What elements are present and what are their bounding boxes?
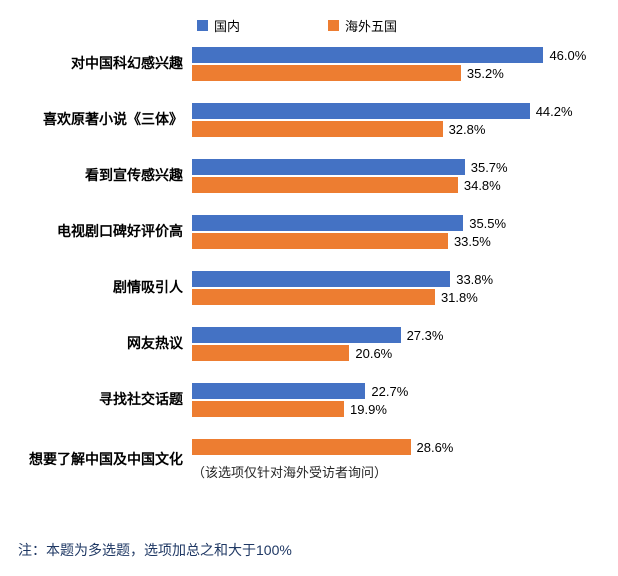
legend-swatch-domestic [197, 19, 208, 31]
chart-rows: 对中国科幻感兴趣 46.0% 35.2% 喜欢原著小说《三体》 44.2% 32.8% 看到… [0, 46, 618, 481]
bar-line: 35.2% [192, 64, 574, 82]
bar-line: 33.5% [192, 232, 574, 250]
bars-group: 33.8% 31.8% [192, 270, 574, 306]
category-label: 对中国科幻感兴趣 [71, 55, 183, 72]
bar-overseas [192, 401, 345, 417]
bars-group: 44.2% 32.8% [192, 102, 574, 138]
chart-row: 想要了解中国及中国文化 28.6% （该选项仅针对海外受访者询问） [0, 438, 618, 481]
bar-value-label: 28.6% [416, 439, 454, 455]
bar-line: 22.7% [192, 382, 574, 400]
bars-group: 22.7% 19.9% [192, 382, 574, 418]
bar-annotation: （该选项仅针对海外受访者询问） [192, 465, 388, 480]
bar-domestic [192, 271, 451, 287]
category-label: 网友热议 [127, 335, 183, 352]
legend-swatch-overseas [328, 19, 340, 31]
bar-line: 19.9% [192, 400, 574, 418]
bar-line: 31.8% [192, 288, 574, 306]
bar-value-label: 20.6% [355, 345, 393, 361]
chart-row: 喜欢原著小说《三体》 44.2% 32.8% [0, 102, 618, 138]
bar-overseas [192, 65, 461, 81]
category-label: 寻找社交话题 [99, 391, 183, 408]
chart-legend: 国内 海外五国 [0, 14, 618, 36]
bar-domestic [192, 103, 530, 119]
chart-note: 注：本题为多选题，选项加总之和大于100% [18, 542, 292, 558]
bar-line: 35.5% [192, 214, 574, 232]
bar-value-label: 19.9% [350, 401, 387, 417]
bar-line: 35.7% [192, 158, 574, 176]
bar-domestic [192, 47, 544, 63]
chart-row: 电视剧口碑好评价高 35.5% 33.5% [0, 214, 618, 250]
bars-group: 35.7% 34.8% [192, 158, 574, 194]
bars-group: 46.0% 35.2% [192, 46, 586, 82]
bar-domestic [192, 383, 366, 399]
bar-value-label: 31.8% [440, 289, 478, 305]
bar-value-label: 22.7% [371, 383, 409, 399]
bar-value-label: 27.3% [406, 327, 444, 343]
bar-value-label: 35.2% [466, 65, 504, 81]
bar-line: 46.0% [192, 46, 586, 64]
legend-item-domestic: 国内 [197, 16, 240, 35]
legend-item-overseas: 海外五国 [328, 16, 397, 35]
bar-value-label: 32.8% [448, 121, 486, 137]
bar-value-label: 46.0% [549, 47, 587, 63]
bars-group: 28.6% （该选项仅针对海外受访者询问） [192, 438, 574, 481]
bar-value-label: 33.8% [456, 271, 494, 287]
bar-overseas [192, 289, 435, 305]
bar-value-label: 44.2% [535, 103, 573, 119]
chart-row: 对中国科幻感兴趣 46.0% 35.2% [0, 46, 618, 82]
bar-overseas [192, 439, 411, 455]
bars-group: 27.3% 20.6% [192, 326, 574, 362]
bar-overseas [192, 121, 443, 137]
bar-domestic [192, 215, 464, 231]
bars-group: 35.5% 33.5% [192, 214, 574, 250]
legend-label-overseas: 海外五国 [345, 18, 398, 34]
category-label: 电视剧口碑好评价高 [57, 223, 183, 240]
bar-domestic [192, 159, 465, 175]
chart-row: 网友热议 27.3% 20.6% [0, 326, 618, 362]
bar-line: 33.8% [192, 270, 574, 288]
bar-line: 28.6% [192, 438, 574, 456]
bar-line: 34.8% [192, 176, 574, 194]
bar-line: 44.2% [192, 102, 574, 120]
category-label: 喜欢原著小说《三体》 [43, 111, 183, 128]
bar-domestic [192, 327, 401, 343]
category-label: 想要了解中国及中国文化 [29, 450, 183, 467]
category-label: 看到宣传感兴趣 [85, 167, 183, 184]
chart-row: 寻找社交话题 22.7% 19.9% [0, 382, 618, 418]
bar-value-label: 34.8% [463, 177, 501, 193]
category-label: 剧情吸引人 [113, 279, 183, 296]
legend-label-domestic: 国内 [214, 18, 241, 34]
bar-value-label: 33.5% [453, 233, 491, 249]
chart-row: 剧情吸引人 33.8% 31.8% [0, 270, 618, 306]
bar-overseas [192, 233, 448, 249]
chart-row: 看到宣传感兴趣 35.7% 34.8% [0, 158, 618, 194]
bar-line: 27.3% [192, 326, 574, 344]
bar-value-label: 35.5% [469, 215, 507, 231]
bar-line: 32.8% [192, 120, 574, 138]
bar-overseas [192, 177, 458, 193]
bar-overseas [192, 345, 350, 361]
bar-line: 20.6% [192, 344, 574, 362]
bar-value-label: 35.7% [470, 159, 508, 175]
